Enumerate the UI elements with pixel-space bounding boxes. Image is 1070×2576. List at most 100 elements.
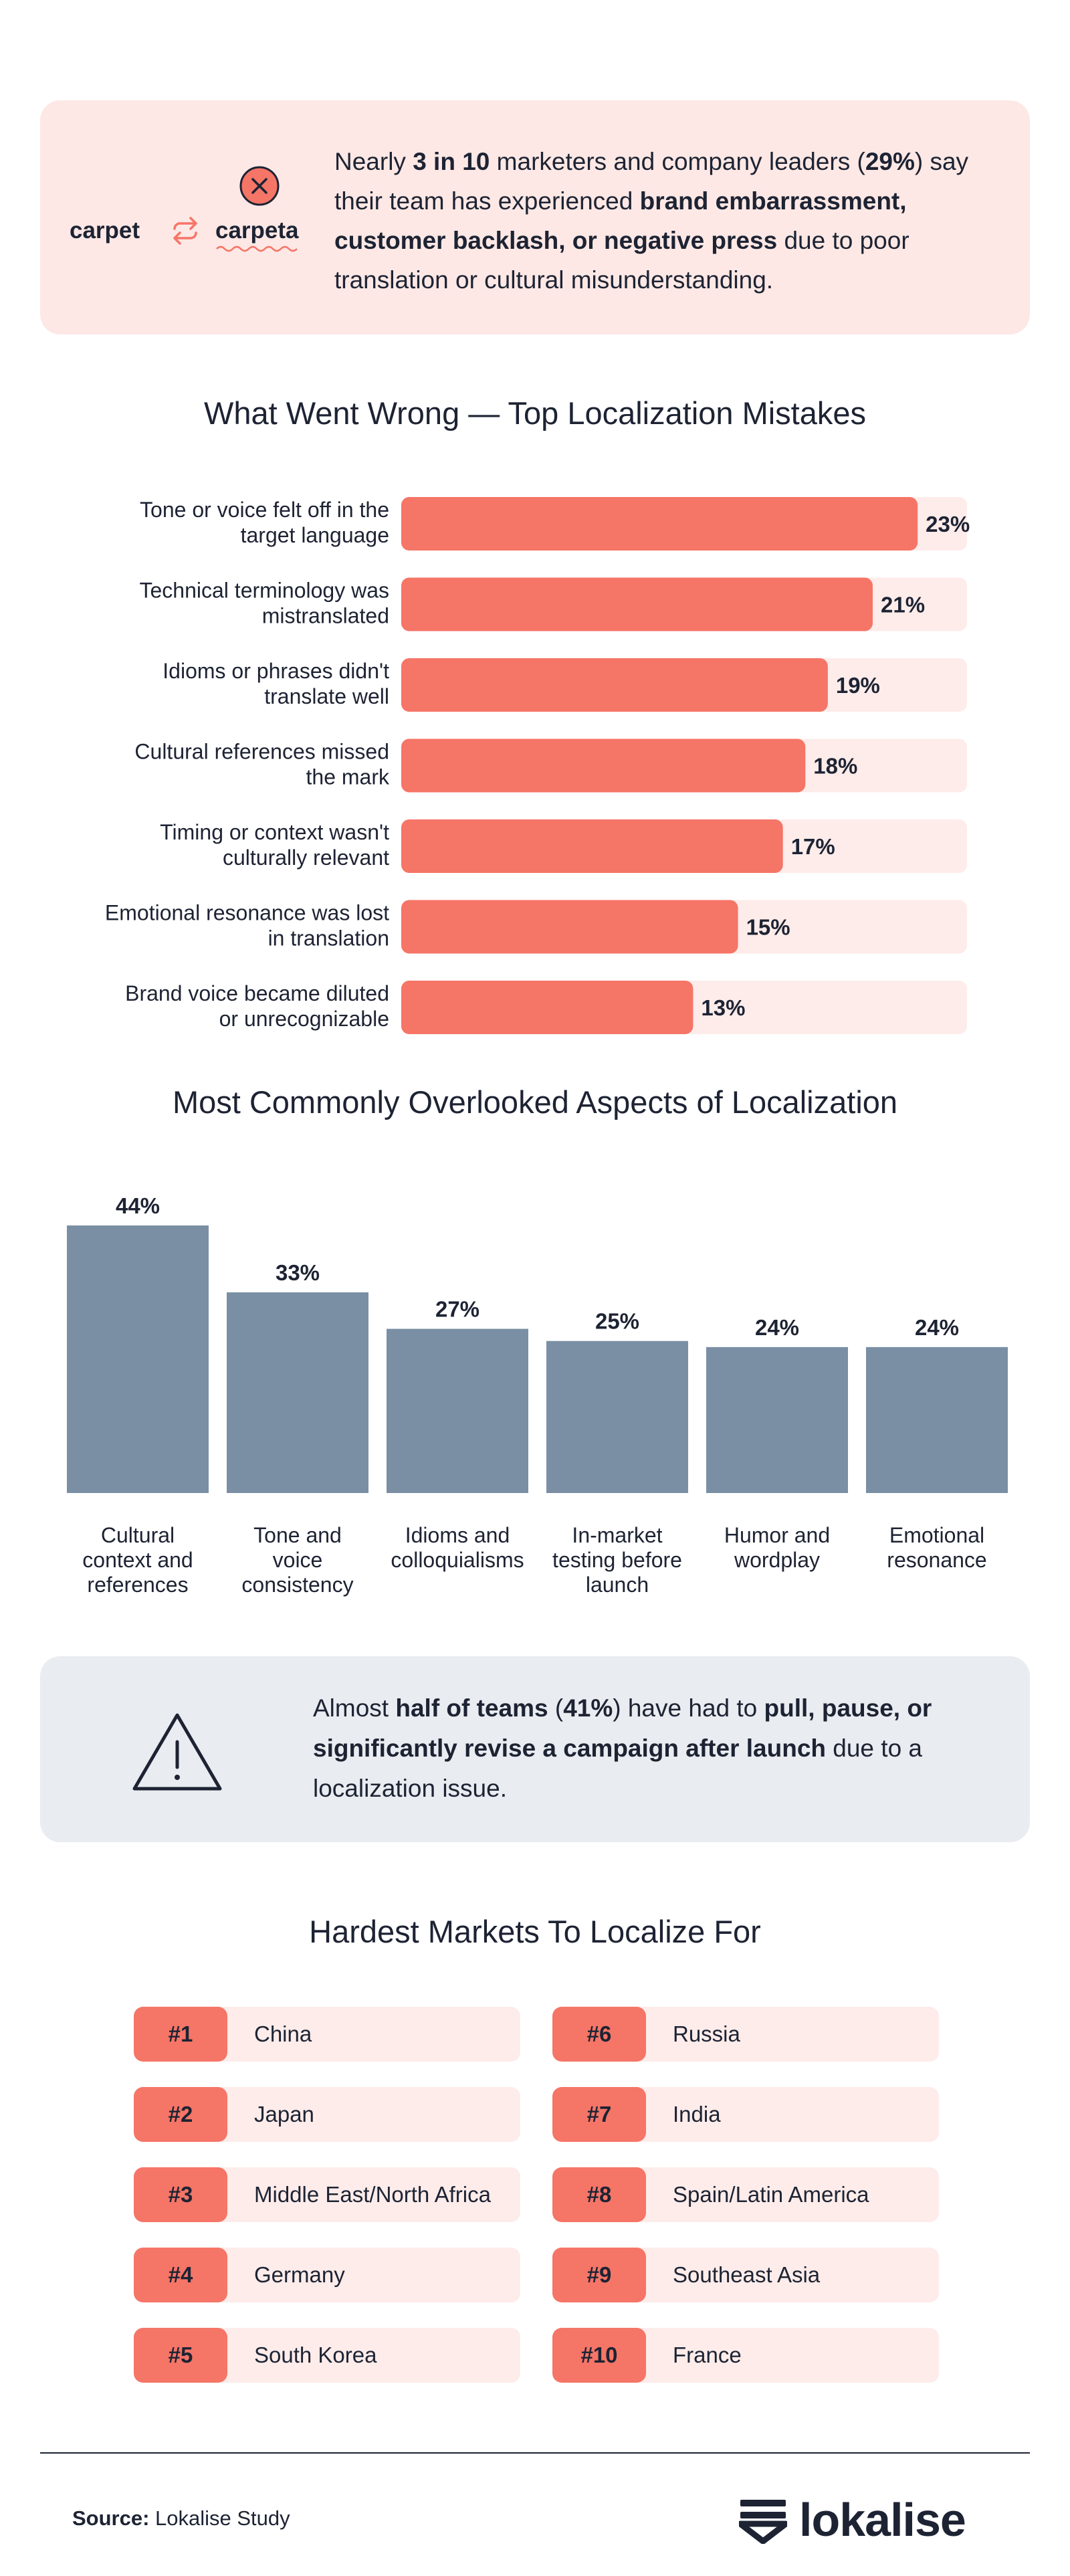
data-label: 17% bbox=[791, 834, 835, 859]
stat-callout: carpet carpeta Nearly 3 in 10 marketers … bbox=[40, 100, 1030, 334]
category-label: Idioms or phrases didn't bbox=[163, 659, 389, 683]
bar bbox=[401, 738, 806, 793]
data-label: 44% bbox=[116, 1193, 160, 1218]
callout-text: Nearly 3 in 10 marketers and company lea… bbox=[334, 148, 969, 294]
category-label: the mark bbox=[306, 765, 390, 789]
logo-text: lokalise bbox=[799, 2494, 966, 2546]
market-name: Spain/Latin America bbox=[673, 2182, 869, 2207]
category-label: target language bbox=[241, 523, 389, 547]
markets-title: Hardest Markets To Localize For bbox=[309, 1914, 761, 1949]
warning-text: Almost half of teams (41%) have had to p… bbox=[313, 1694, 932, 1802]
category-label: testing before bbox=[552, 1548, 682, 1572]
category-label: colloquialisms bbox=[391, 1548, 524, 1572]
category-label: mistranslated bbox=[262, 604, 389, 628]
footer-divider bbox=[40, 2452, 1030, 2454]
data-label: 21% bbox=[881, 593, 925, 617]
category-label: or unrecognizable bbox=[219, 1007, 389, 1031]
market-rank: #6 bbox=[552, 2007, 646, 2062]
lokalise-logo[interactable]: lokalise bbox=[739, 2493, 966, 2547]
data-label: 19% bbox=[836, 673, 880, 698]
category-label: wordplay bbox=[734, 1548, 820, 1572]
category-label: resonance bbox=[887, 1548, 986, 1572]
market-item: #6 Russia bbox=[552, 2007, 939, 2062]
category-label: launch bbox=[586, 1573, 649, 1597]
data-label: 24% bbox=[755, 1315, 799, 1340]
category-label: In-market bbox=[572, 1523, 662, 1547]
error-x-icon bbox=[239, 166, 280, 206]
data-label: 18% bbox=[813, 754, 857, 779]
category-label: Emotional bbox=[889, 1523, 984, 1547]
market-rank: #4 bbox=[134, 2248, 227, 2302]
category-label: Cultural bbox=[101, 1523, 175, 1547]
data-label: 27% bbox=[435, 1297, 479, 1322]
market-item: #5 South Korea bbox=[134, 2328, 520, 2383]
market-item: #9 Southeast Asia bbox=[552, 2248, 939, 2302]
data-label: 15% bbox=[746, 915, 790, 940]
category-label: Tone or voice felt off in the bbox=[140, 498, 389, 522]
market-item: #7 India bbox=[552, 2087, 939, 2142]
misspelling-squiggle-icon bbox=[216, 245, 298, 252]
bar bbox=[401, 497, 918, 551]
bar bbox=[401, 981, 693, 1034]
market-name: Russia bbox=[673, 2021, 740, 2046]
market-item: #4 Germany bbox=[134, 2248, 520, 2302]
market-name: Japan bbox=[254, 2102, 314, 2126]
market-rank: #1 bbox=[134, 2007, 227, 2062]
market-rank: #3 bbox=[134, 2167, 227, 2222]
overlooked-chart-title: Most Commonly Overlooked Aspects of Loca… bbox=[172, 1084, 898, 1120]
category-label: voice bbox=[273, 1548, 323, 1572]
bar bbox=[546, 1341, 688, 1493]
bar bbox=[67, 1225, 209, 1493]
category-label: in translation bbox=[268, 926, 389, 951]
market-item: #10 France bbox=[552, 2328, 939, 2383]
market-rank: #8 bbox=[552, 2167, 646, 2222]
market-item: #2 Japan bbox=[134, 2087, 520, 2142]
bar bbox=[387, 1328, 528, 1493]
bar bbox=[227, 1292, 368, 1493]
category-label: Timing or context wasn't bbox=[160, 820, 389, 844]
category-label: Idioms and bbox=[405, 1523, 510, 1547]
swap-arrows-icon bbox=[173, 217, 197, 245]
data-label: 24% bbox=[915, 1315, 959, 1340]
lokalise-logo-icon bbox=[739, 2500, 787, 2544]
market-name: China bbox=[254, 2021, 312, 2046]
market-name: India bbox=[673, 2102, 721, 2126]
category-label: translate well bbox=[264, 684, 389, 708]
market-rank: #10 bbox=[552, 2328, 646, 2383]
market-rank: #9 bbox=[552, 2248, 646, 2302]
market-item: #1 China bbox=[134, 2007, 520, 2062]
category-label: Humor and bbox=[724, 1523, 830, 1547]
bar bbox=[401, 900, 738, 954]
category-label: culturally relevant bbox=[223, 846, 389, 870]
warning-triangle-icon bbox=[132, 1713, 222, 1791]
bar bbox=[401, 658, 828, 712]
market-name: Middle East/North Africa bbox=[254, 2182, 491, 2207]
market-item: #8 Spain/Latin America bbox=[552, 2167, 939, 2222]
market-rank: #5 bbox=[134, 2328, 227, 2383]
data-label: 13% bbox=[701, 995, 745, 1020]
bar bbox=[401, 577, 873, 631]
bar bbox=[866, 1347, 1008, 1493]
market-name: South Korea bbox=[254, 2343, 377, 2367]
bar bbox=[706, 1347, 848, 1493]
category-label: Emotional resonance was lost bbox=[105, 901, 389, 925]
market-name: France bbox=[673, 2343, 742, 2367]
category-label: context and bbox=[82, 1548, 193, 1572]
market-rank: #2 bbox=[134, 2087, 227, 2142]
category-label: references bbox=[87, 1573, 188, 1597]
original-word: carpet bbox=[70, 217, 140, 243]
data-label: 33% bbox=[276, 1260, 320, 1285]
mistakes-chart-title: What Went Wrong — Top Localization Mista… bbox=[203, 395, 867, 431]
warning-callout: Almost half of teams (41%) have had to p… bbox=[40, 1656, 1030, 1842]
data-label: 23% bbox=[926, 512, 970, 536]
category-label: Brand voice became diluted bbox=[125, 981, 389, 1005]
market-name: Germany bbox=[254, 2262, 345, 2287]
category-label: Technical terminology was bbox=[140, 579, 390, 603]
data-label: 25% bbox=[595, 1309, 639, 1334]
source-note: Source: Lokalise Study bbox=[72, 2506, 290, 2530]
category-label: Cultural references missed bbox=[134, 740, 389, 764]
bar bbox=[401, 819, 783, 873]
translated-word: carpeta bbox=[215, 217, 299, 243]
